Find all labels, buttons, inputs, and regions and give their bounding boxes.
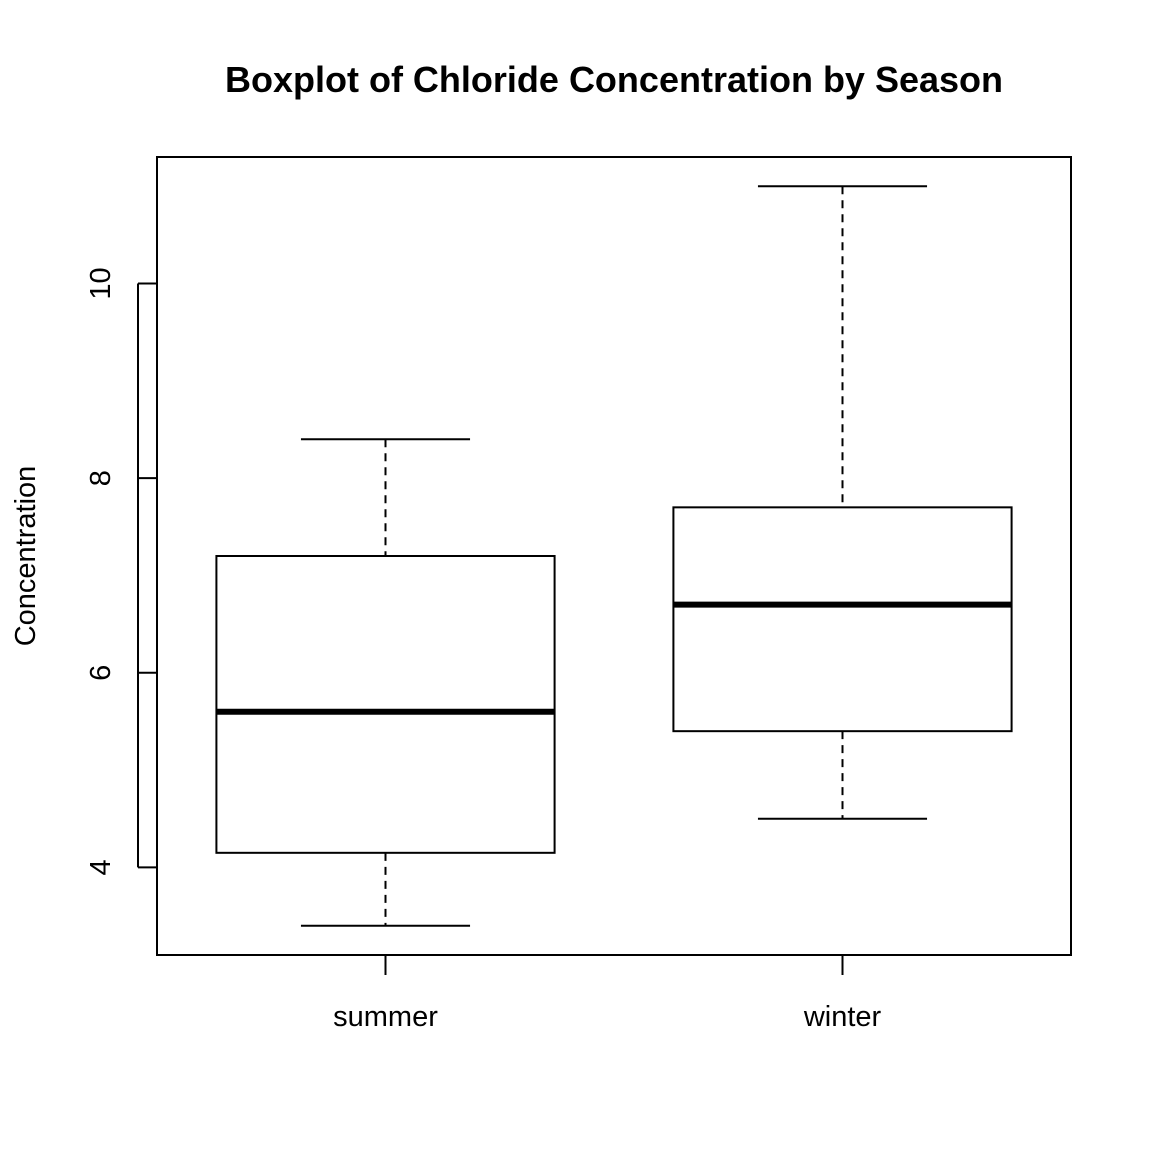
- x-tick-label: summer: [333, 1001, 438, 1033]
- y-tick-label: 6: [85, 665, 117, 681]
- y-axis: 4 6 8 10: [85, 267, 157, 875]
- x-axis: summer winter: [333, 955, 882, 1033]
- box-winter: [672, 185, 1013, 820]
- chart-title: Boxplot of Chloride Concentration by Sea…: [225, 59, 1003, 100]
- plot-frame: [156, 156, 1072, 956]
- y-axis-title: Concentration: [10, 466, 42, 647]
- boxes: [215, 185, 1013, 927]
- y-tick-label: 10: [85, 267, 117, 299]
- x-tick-label: winter: [803, 1001, 882, 1033]
- interquartile-box: [672, 506, 1013, 733]
- y-tick-label: 8: [85, 470, 117, 486]
- interquartile-box: [215, 555, 556, 854]
- box-summer: [215, 438, 556, 927]
- y-tick-label: 4: [85, 859, 117, 875]
